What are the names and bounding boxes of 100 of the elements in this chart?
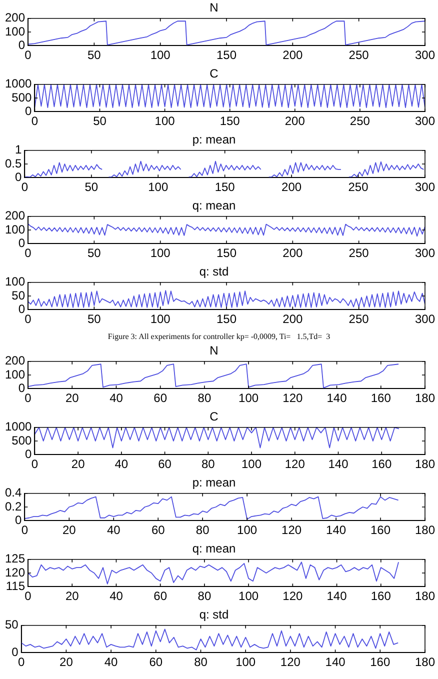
x-tick-label: 300	[414, 246, 436, 260]
x-tick-label: 150	[216, 48, 237, 62]
x-tick-label: 200	[282, 180, 302, 194]
x-tick-label: 180	[414, 457, 436, 472]
x-tick-label: 60	[151, 523, 166, 538]
x-tick-label: 100	[242, 457, 262, 472]
y-tick-label: 100	[4, 222, 26, 236]
caption: Figure 3: All experiments for controller kp= -0,0009, Ti= 1.5,Td= 3	[106, 331, 332, 343]
x-tick-label: 80	[198, 391, 212, 406]
y-tick-label: 0	[25, 446, 32, 461]
x-tick-label: 60	[158, 457, 172, 472]
y-tick-label: 50	[12, 288, 26, 302]
chart-title: q: mean	[192, 198, 236, 213]
y-tick-label: 0	[18, 236, 26, 250]
x-tick-label: 100	[150, 246, 171, 260]
x-tick-label: 40	[110, 391, 124, 406]
y-tick-label: 1000	[4, 420, 32, 434]
y-tick-label: 120	[4, 565, 26, 580]
y-tick-label: 0	[18, 38, 26, 52]
x-tick-label: 180	[414, 655, 436, 670]
x-tick-label: 40	[106, 523, 121, 538]
x-tick-label: 20	[65, 589, 80, 604]
x-tick-label: 150	[216, 246, 237, 260]
x-tick-label: 50	[88, 48, 102, 62]
x-tick-label: 100	[150, 312, 171, 326]
y-tick-label: 0.2	[4, 499, 22, 514]
x-tick-label: 160	[372, 457, 392, 472]
y-tick-label: 115	[6, 578, 26, 593]
y-tick-label: 0	[25, 104, 32, 118]
x-tick-label: 120	[280, 655, 301, 670]
y-tick-label: 100	[4, 24, 26, 38]
y-tick-label: 0.5	[4, 156, 22, 170]
x-tick-label: 50	[93, 114, 107, 128]
x-tick-label: 160	[370, 589, 392, 604]
x-tick-label: 60	[154, 391, 168, 406]
chart-title: q: std	[199, 264, 229, 279]
x-tick-label: 200	[284, 114, 306, 128]
y-tick-label: 200	[4, 10, 26, 25]
x-tick-label: 160	[370, 655, 390, 670]
x-tick-label: 250	[348, 48, 370, 62]
x-tick-label: 100	[237, 523, 258, 538]
x-tick-label: 80	[198, 589, 212, 604]
y-tick-label: 50	[4, 618, 19, 632]
x-tick-label: 180	[414, 523, 436, 538]
x-tick-label: 60	[149, 655, 163, 670]
y-tick-label: 0	[12, 644, 19, 659]
y-tick-label: 0.4	[4, 486, 22, 500]
x-tick-label: 50	[84, 180, 98, 194]
x-tick-label: 140	[328, 457, 349, 472]
chart-title: N	[210, 344, 218, 358]
x-tick-label: 160	[370, 523, 391, 538]
x-tick-label: 100	[148, 180, 168, 194]
x-tick-label: 150	[216, 312, 237, 326]
x-tick-label: 120	[282, 589, 303, 604]
chart-title: q: std	[199, 608, 229, 622]
x-tick-label: 120	[282, 523, 302, 538]
x-tick-label: 250	[348, 246, 370, 260]
x-tick-label: 20	[71, 457, 86, 472]
x-tick-label: 180	[414, 391, 436, 406]
x-tick-label: 20	[60, 655, 74, 670]
x-tick-label: 50	[88, 312, 102, 326]
x-tick-label: 60	[154, 589, 168, 604]
x-tick-label: 40	[104, 655, 118, 670]
y-tick-label: 200	[4, 208, 26, 223]
x-tick-label: 100	[154, 114, 176, 128]
x-tick-label: 250	[348, 312, 370, 326]
chart-title: p: mean	[192, 476, 236, 490]
y-tick-label: 1	[14, 142, 22, 157]
x-tick-label: 140	[325, 655, 346, 670]
x-tick-label: 150	[220, 114, 240, 128]
x-tick-label: 40	[114, 457, 128, 472]
x-tick-label: 100	[150, 48, 171, 62]
x-tick-label: 250	[350, 114, 370, 128]
y-tick-label: 500	[12, 90, 32, 104]
y-tick-label: 0	[14, 170, 22, 184]
x-tick-label: 160	[370, 391, 392, 406]
x-tick-label: 200	[282, 312, 303, 326]
x-tick-label: 100	[238, 589, 259, 604]
chart-title: p: mean	[192, 132, 236, 147]
x-tick-label: 50	[88, 246, 102, 260]
x-tick-label: 100	[238, 391, 259, 406]
x-tick-label: 120	[284, 457, 306, 472]
x-tick-label: 300	[414, 48, 436, 62]
y-tick-label: 125	[4, 552, 26, 566]
y-tick-label: 0	[18, 380, 26, 395]
y-tick-label: 0	[14, 512, 22, 527]
x-tick-label: 300	[414, 114, 436, 128]
chart-title: C	[210, 66, 219, 81]
x-tick-label: 150	[214, 180, 236, 194]
x-tick-label: 300	[414, 180, 436, 194]
x-tick-label: 20	[62, 523, 76, 538]
y-tick-label: 500	[12, 433, 32, 448]
x-tick-label: 80	[194, 655, 208, 670]
chart-title: q: mean	[192, 542, 236, 556]
x-tick-label: 80	[201, 457, 216, 472]
x-tick-label: 300	[414, 312, 436, 326]
y-tick-label: 0	[18, 302, 26, 316]
x-tick-label: 180	[414, 589, 436, 604]
y-tick-label: 100	[4, 367, 26, 382]
x-tick-label: 80	[196, 523, 210, 538]
